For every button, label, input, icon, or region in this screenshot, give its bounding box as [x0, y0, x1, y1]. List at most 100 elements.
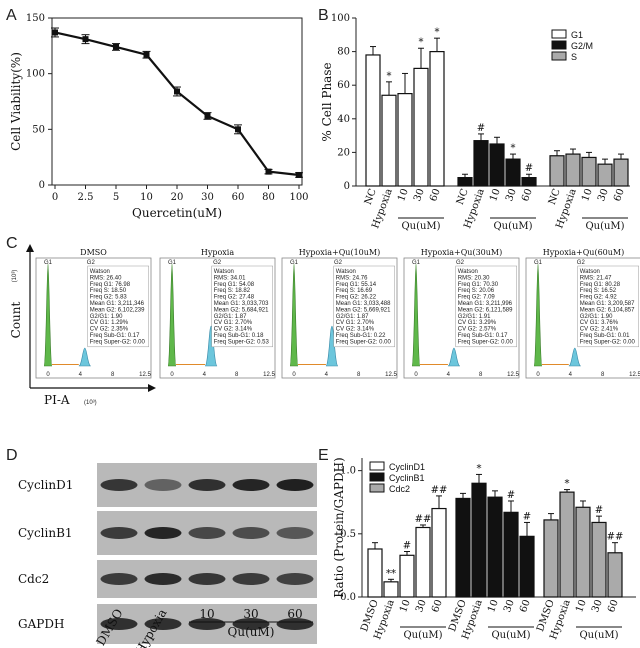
g2-marker-label: G2: [456, 260, 465, 266]
bar-cyclinb1: [503, 511, 519, 598]
y-tick-label-a: 0: [39, 180, 45, 191]
stats-line: Freq G1: 80.28: [580, 282, 621, 288]
flow-x-tick: 0: [536, 372, 540, 378]
stats-line: Freq Sub-G1: 0.17: [458, 333, 508, 339]
blot-band: [144, 618, 182, 630]
plot-frame-a: [51, 17, 303, 186]
flow-x-tick: 0: [414, 372, 418, 378]
series-line-a: [54, 31, 300, 177]
blot-band: [276, 573, 314, 585]
stats-line: RMS: 21.47: [580, 275, 612, 281]
blot-band: [232, 527, 270, 539]
x-category-label: 30: [596, 187, 611, 203]
x-category-label: 10: [580, 187, 595, 203]
significance-mark: *: [565, 479, 570, 490]
legend-swatch: [551, 51, 567, 61]
stats-line: G2/G1: 1.90: [90, 314, 123, 320]
blot-protein-label: CyclinD1: [18, 478, 73, 492]
stats-box: [333, 265, 395, 348]
x-category-label: NC: [363, 187, 379, 207]
bar-s: [613, 158, 629, 187]
data-point-a: [235, 126, 241, 133]
blot-band: [276, 618, 314, 630]
legend-swatch: [369, 483, 385, 493]
data-point-a: [174, 88, 180, 95]
data-point-a: [265, 168, 272, 175]
stats-line: Freq S: 18.50: [90, 288, 127, 294]
qu-group-label: Qu(uM): [491, 630, 530, 641]
stats-line: Mean G2: 6,121,589: [458, 307, 513, 313]
flow-panel-title: DMSO: [80, 248, 107, 257]
stats-line: CV G1: 1.29%: [90, 320, 129, 326]
bar-cyclinb1: [519, 535, 535, 598]
x-category-label: 60: [430, 598, 445, 614]
count-axis-arrow: [26, 244, 34, 252]
panel-letter-c: C: [6, 235, 18, 252]
stats-line: Freq S: 20.06: [458, 288, 495, 294]
stats-line: CV G2: 3.14%: [336, 327, 375, 333]
significance-mark: #: [525, 163, 533, 174]
qu-group-label: Qu(uM): [403, 630, 442, 641]
stats-line: CV G1: 3.29%: [458, 320, 497, 326]
legend-label: CyclinB1: [389, 473, 425, 483]
y-tick-label-a: 150: [26, 13, 45, 24]
blot-band: [232, 479, 270, 491]
data-point-a: [82, 36, 89, 43]
blot-band: [276, 527, 314, 539]
panel-letter-a: A: [6, 7, 17, 24]
significance-mark: #: [477, 123, 485, 134]
g2-marker-label: G2: [213, 260, 222, 266]
stats-line: Mean G1: 3,033,703: [214, 301, 269, 307]
flow-x-tick: 8: [479, 372, 483, 378]
flow-x-tick: 8: [601, 372, 605, 378]
bar-g1: [365, 54, 381, 187]
stats-line: Freq G1: 76.98: [90, 282, 131, 288]
legend-label: CyclinD1: [389, 462, 425, 472]
stats-line: CV G2: 3.14%: [214, 327, 253, 333]
stats-line: Freq G1: 70.30: [458, 282, 499, 288]
blot-band: [100, 573, 138, 585]
stats-line: Watson: [90, 269, 110, 275]
blot-qu-label: Qu(uM): [228, 625, 275, 639]
pi-axis-exp: (10³): [84, 400, 97, 406]
stats-line: Freq Sub-G1: 0.01: [580, 333, 630, 339]
g2-peak: [204, 325, 218, 367]
bar-g1: [381, 94, 397, 187]
data-point-a: [113, 43, 119, 50]
stats-line: Freq Sub-G1: 0.18: [214, 333, 264, 339]
flow-x-tick: 4: [569, 372, 573, 378]
stats-line: G2/G1: 1.87: [214, 314, 247, 320]
y-tick-label-a: 100: [26, 69, 45, 80]
g2-peak: [447, 347, 461, 367]
panel-letter-d: D: [6, 447, 18, 464]
g1-peak: [43, 263, 53, 367]
y-tick-label: 0.5: [340, 529, 356, 540]
x-category-label: 60: [612, 187, 627, 203]
x-category-label: NC: [455, 187, 471, 207]
g2-marker-label: G2: [87, 260, 96, 266]
stats-line: Freq Super-G2: 0.53: [214, 339, 270, 345]
bar-cdc2: [575, 506, 591, 598]
stats-line: Watson: [458, 269, 478, 275]
blot-band: [232, 573, 270, 585]
x-category-label: 10: [398, 598, 413, 614]
y-tick-label: 80: [337, 47, 350, 58]
bar-s: [549, 155, 565, 187]
stats-line: Watson: [214, 269, 234, 275]
bar-cdc2: [607, 552, 623, 598]
blot-band: [188, 618, 226, 630]
legend-swatch: [369, 472, 385, 482]
blot-band: [144, 479, 182, 491]
flow-x-tick: 12.5: [507, 372, 519, 378]
stats-line: Mean G2: 6,102,239: [90, 307, 145, 313]
x-category-label: 30: [502, 598, 517, 614]
blot-band: [100, 479, 138, 491]
significance-mark: **: [386, 568, 396, 579]
y-axis-title-a: Cell Viability(%): [9, 52, 23, 151]
significance-mark: ##: [431, 485, 448, 496]
stats-line: Freq G1: 55.14: [336, 282, 377, 288]
g1-marker-label: G1: [44, 260, 53, 266]
